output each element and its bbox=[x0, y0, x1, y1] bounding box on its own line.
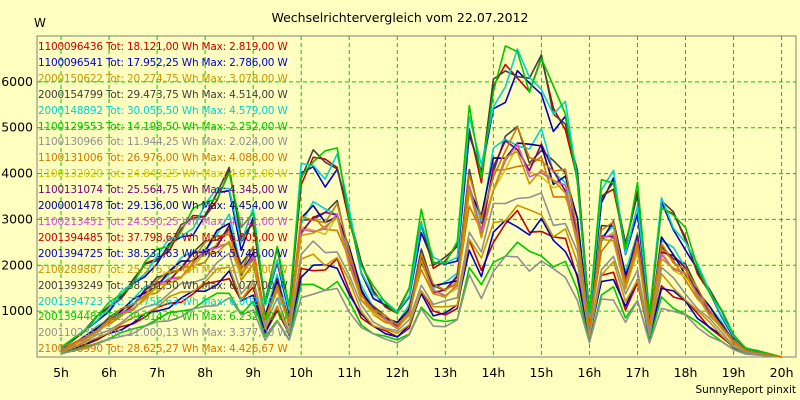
legend-entry: 2000148892 Tot: 30.056,50 Wh Max: 4.579,… bbox=[38, 104, 288, 117]
series-lines bbox=[60, 45, 782, 358]
series-line bbox=[60, 255, 782, 358]
x-tick-label: 18h bbox=[674, 365, 698, 380]
series-line bbox=[60, 204, 782, 358]
series-line bbox=[60, 192, 782, 358]
x-tick-label: 16h bbox=[578, 365, 602, 380]
legend-entry: 2001102356 Tot: 21.000,13 Wh Max: 3.377,… bbox=[38, 327, 288, 340]
legend-entry: 2000001478 Tot: 29.136,00 Wh Max: 4.454,… bbox=[38, 200, 288, 213]
x-tick-label: 9h bbox=[245, 365, 261, 380]
y-tick-label: 1000 bbox=[1, 303, 33, 318]
chart-title: Wechselrichtervergleich vom 22.07.2012 bbox=[271, 10, 529, 25]
series-line bbox=[60, 126, 782, 358]
x-tick-label: 12h bbox=[385, 365, 409, 380]
x-tick-label: 11h bbox=[337, 365, 361, 380]
legend: 1100096436 Tot: 18.121,00 Wh Max: 2.819,… bbox=[38, 40, 358, 358]
x-tick-label: 15h bbox=[529, 365, 553, 380]
x-tick-label: 20h bbox=[770, 365, 794, 380]
legend-entry: 1100213451 Tot: 24.590,25 Wh Max: 4.111,… bbox=[38, 215, 288, 228]
legend-entry: 2001394487 Tot: 39.014,75 Wh Max: 6.232,… bbox=[38, 311, 288, 324]
legend-entry: 1100096541 Tot: 17.952,25 Wh Max: 2.786,… bbox=[38, 56, 288, 69]
x-tick-label: 10h bbox=[289, 365, 313, 380]
x-tick-label: 19h bbox=[722, 365, 746, 380]
x-tick-label: 8h bbox=[197, 365, 213, 380]
legend-entry: 1100130966 Tot: 11.944,25 Wh Max: 2.024,… bbox=[38, 136, 288, 149]
legend-entry: 2001394723 Tot: 37.756,63 Wh Max: 6.002,… bbox=[38, 295, 288, 308]
x-tick-label: 13h bbox=[433, 365, 457, 380]
legend-entry: 2000154799 Tot: 29.473,75 Wh Max: 4.514,… bbox=[38, 88, 288, 101]
y-tick-label: 6000 bbox=[1, 74, 33, 89]
legend-entry: 2100288990 Tot: 28.625,27 Wh Max: 4.426,… bbox=[38, 343, 288, 356]
series-line bbox=[60, 48, 782, 358]
legend-entry: 2100289887 Tot: 25.575,13 Wh Max: 4.053,… bbox=[38, 263, 288, 276]
legend-entry: 2001393249 Tot: 38.151,50 Wh Max: 6.077,… bbox=[38, 279, 288, 292]
series-line bbox=[60, 150, 782, 358]
legend-entry: 2001394725 Tot: 38.531,63 Wh Max: 5.748,… bbox=[38, 247, 288, 260]
legend-entry: 1100129553 Tot: 14.198,50 Wh Max: 2.252,… bbox=[38, 120, 288, 133]
series-line bbox=[60, 45, 782, 358]
legend-entry: 2001394485 Tot: 37.798,63 Wh Max: 6.005,… bbox=[38, 231, 288, 244]
legend-entry: 1100131006 Tot: 26.976,00 Wh Max: 4.088,… bbox=[38, 152, 288, 165]
axis-ticks: 5h 6h 7h 8h 9h 10h 11h 12h 13h 14h 15h 16h 17h 18h 19h… bbox=[1, 74, 793, 380]
legend-entry: 2000150622 Tot: 20.274,75 Wh Max: 3.078,… bbox=[38, 72, 288, 85]
x-tick-label: 7h bbox=[149, 365, 165, 380]
y-tick-label: 2000 bbox=[1, 257, 33, 272]
x-tick-label: 17h bbox=[626, 365, 650, 380]
legend-entry: 1100096436 Tot: 18.121,00 Wh Max: 2.819,… bbox=[38, 41, 288, 53]
x-tick-label: 14h bbox=[481, 365, 505, 380]
credit-text: SunnyReport pinxit bbox=[695, 384, 796, 396]
x-tick-label: 6h bbox=[101, 365, 117, 380]
y-tick-label: 3000 bbox=[1, 211, 33, 226]
legend-entry: 1100132020 Tot: 24.843,25 Wh Max: 4.071,… bbox=[38, 168, 288, 181]
series-line bbox=[60, 217, 782, 358]
legend-entry: 1100131074 Tot: 25.564,75 Wh Max: 4.345,… bbox=[38, 184, 288, 197]
series-line bbox=[60, 241, 782, 358]
y-tick-label: 4000 bbox=[1, 166, 33, 181]
y-axis-unit-label: W bbox=[34, 16, 46, 30]
y-tick-label: 5000 bbox=[1, 120, 33, 135]
x-tick-label: 5h bbox=[53, 365, 69, 380]
